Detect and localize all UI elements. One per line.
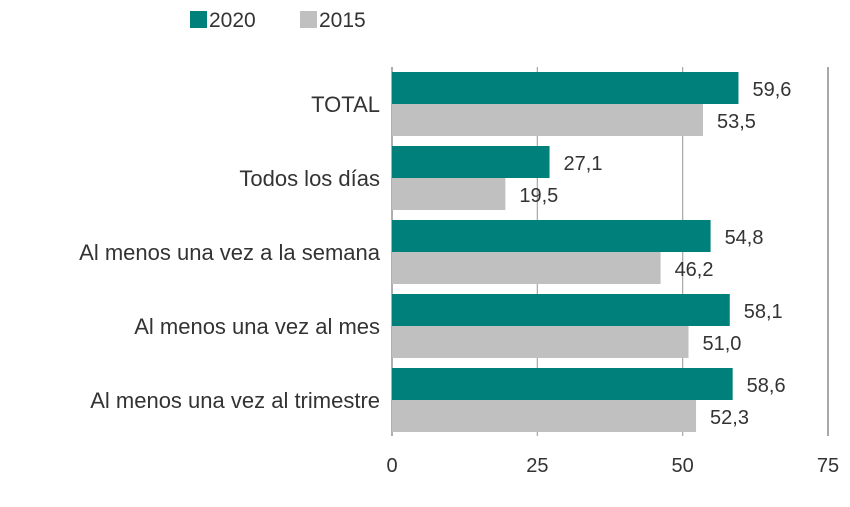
x-tick-label: 75 xyxy=(817,455,839,477)
data-label-2020: 58,1 xyxy=(744,301,783,323)
category-label: Al menos una vez a la semana xyxy=(79,240,381,265)
x-tick-label: 25 xyxy=(526,455,548,477)
data-label-2015: 51,0 xyxy=(702,333,741,355)
value-labels: 59,6 53,5 27,1 19,5 54,8 46,2 58,151,0 58,6 52,3 xyxy=(519,79,791,429)
category-label: Al menos una vez al mes xyxy=(134,314,380,339)
data-label-2015: 52,3 xyxy=(710,407,749,429)
data-label-2020: 54,8 xyxy=(725,227,764,249)
bar-2020 xyxy=(392,294,730,326)
bar-2015 xyxy=(392,326,689,358)
bar-2020 xyxy=(392,72,739,104)
category-label: Todos los días xyxy=(239,166,380,191)
x-tick-label: 0 xyxy=(386,455,397,477)
legend-item-2015: 2015 xyxy=(300,9,366,32)
bar-2015 xyxy=(392,252,661,284)
x-tick-label: 50 xyxy=(672,455,694,477)
data-label-2020: 27,1 xyxy=(564,153,603,175)
category-label: TOTAL xyxy=(311,92,380,117)
bar-2020 xyxy=(392,220,711,252)
bar-2020 xyxy=(392,146,550,178)
category-labels: TOTAL Todos los días Al menos una vez a la… xyxy=(79,92,381,413)
legend: 2020 2015 xyxy=(190,9,366,32)
x-tick-labels: 0 25 50 75 xyxy=(386,455,839,477)
legend-item-2020: 2020 xyxy=(190,9,256,32)
bar-2015 xyxy=(392,400,697,432)
bar-2020 xyxy=(392,368,733,400)
data-label-2020: 58,6 xyxy=(747,375,786,397)
bar-2015 xyxy=(392,104,704,136)
data-label-2015: 19,5 xyxy=(519,185,558,207)
legend-swatch-2015 xyxy=(300,11,317,28)
legend-label-2015: 2015 xyxy=(319,9,366,32)
legend-label-2020: 2020 xyxy=(209,9,256,32)
data-label-2015: 53,5 xyxy=(717,111,756,133)
data-label-2020: 59,6 xyxy=(752,79,791,101)
legend-swatch-2020 xyxy=(190,11,207,28)
bars xyxy=(392,72,739,432)
category-label: Al menos una vez al trimestre xyxy=(90,388,380,413)
bar-2015 xyxy=(392,178,506,210)
data-label-2015: 46,2 xyxy=(675,259,714,281)
